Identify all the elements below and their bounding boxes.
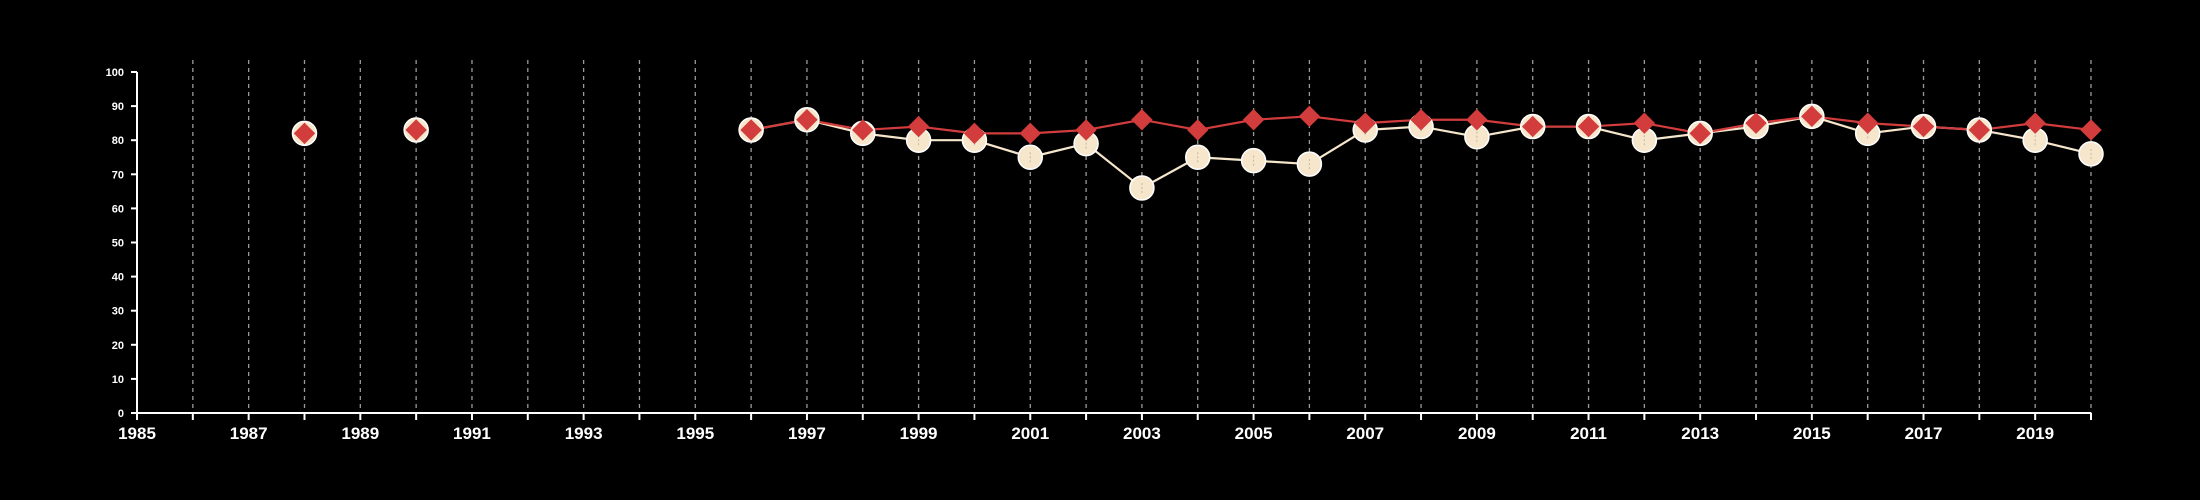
data-point-diamond (2024, 112, 2046, 134)
data-point-diamond (1466, 109, 1488, 131)
x-tick-label: 2017 (1905, 424, 1943, 443)
data-point-diamond (740, 119, 762, 141)
y-tick-label: 10 (112, 374, 124, 386)
x-tick-label: 1985 (118, 424, 156, 443)
y-tick-label: 50 (112, 238, 124, 250)
x-tick-label: 2015 (1793, 424, 1831, 443)
y-tick-label: 100 (106, 67, 124, 79)
data-point-diamond (1633, 112, 1656, 134)
y-tick-label: 0 (118, 408, 124, 420)
data-markers (291, 103, 2104, 201)
x-tick-label: 2013 (1681, 424, 1719, 443)
data-point-diamond (1131, 109, 1153, 131)
data-point-diamond (907, 115, 930, 138)
data-point-diamond (1298, 105, 1321, 128)
x-tick-label: 2007 (1346, 424, 1384, 443)
x-tick-label: 1991 (453, 424, 491, 443)
data-point-diamond (852, 119, 874, 141)
series-line-segment (1084, 118, 1144, 132)
x-tick-label: 1989 (341, 424, 379, 443)
data-point-diamond (1410, 109, 1432, 131)
y-tick-label: 70 (112, 169, 124, 181)
data-point-diamond (2080, 119, 2102, 141)
y-tick-label: 90 (112, 101, 124, 113)
y-tick-label: 60 (112, 203, 124, 215)
data-point-diamond (293, 122, 316, 145)
y-tick-label: 40 (112, 272, 124, 284)
x-tick-label: 2011 (1570, 424, 1607, 443)
x-tick-label: 1997 (788, 424, 826, 443)
data-point-diamond (1242, 109, 1265, 131)
x-tick-label: 1999 (900, 424, 938, 443)
x-tick-label: 2001 (1011, 424, 1049, 443)
y-tick-label: 20 (112, 340, 124, 352)
x-tick-label: 2009 (1458, 424, 1496, 443)
x-tick-label: 2019 (2016, 424, 2054, 443)
series-line-segment (1196, 118, 1255, 132)
data-point-diamond (1019, 122, 1041, 145)
x-tick-label: 1993 (565, 424, 603, 443)
data-point-diamond (1522, 115, 1544, 138)
data-point-diamond (1577, 115, 1600, 138)
data-point-diamond (1856, 112, 1879, 134)
x-tick-label: 1995 (676, 424, 714, 443)
series-line-segment (1140, 118, 1199, 132)
axes: 0 10 20 30 40 50 60 70 80 90 100 1985 1987 1989 1991 19… (106, 67, 2092, 443)
data-point-diamond (1801, 105, 1823, 128)
y-tick-label: 30 (112, 306, 124, 318)
data-point-diamond (1354, 112, 1376, 134)
data-point-diamond (796, 109, 818, 131)
data-point-diamond (1745, 112, 1767, 134)
data-point-diamond (963, 122, 986, 145)
data-point-diamond (1689, 122, 1711, 145)
data-point-diamond (1968, 119, 1991, 141)
data-point-diamond (1187, 119, 1209, 141)
x-tick-label: 2003 (1123, 424, 1161, 443)
data-point-diamond (405, 119, 427, 141)
data-point-diamond (1912, 115, 1935, 138)
data-point-diamond (1075, 119, 1097, 141)
x-tick-label: 1987 (230, 424, 268, 443)
y-tick-label: 80 (112, 135, 124, 147)
x-tick-label: 2005 (1235, 424, 1273, 443)
